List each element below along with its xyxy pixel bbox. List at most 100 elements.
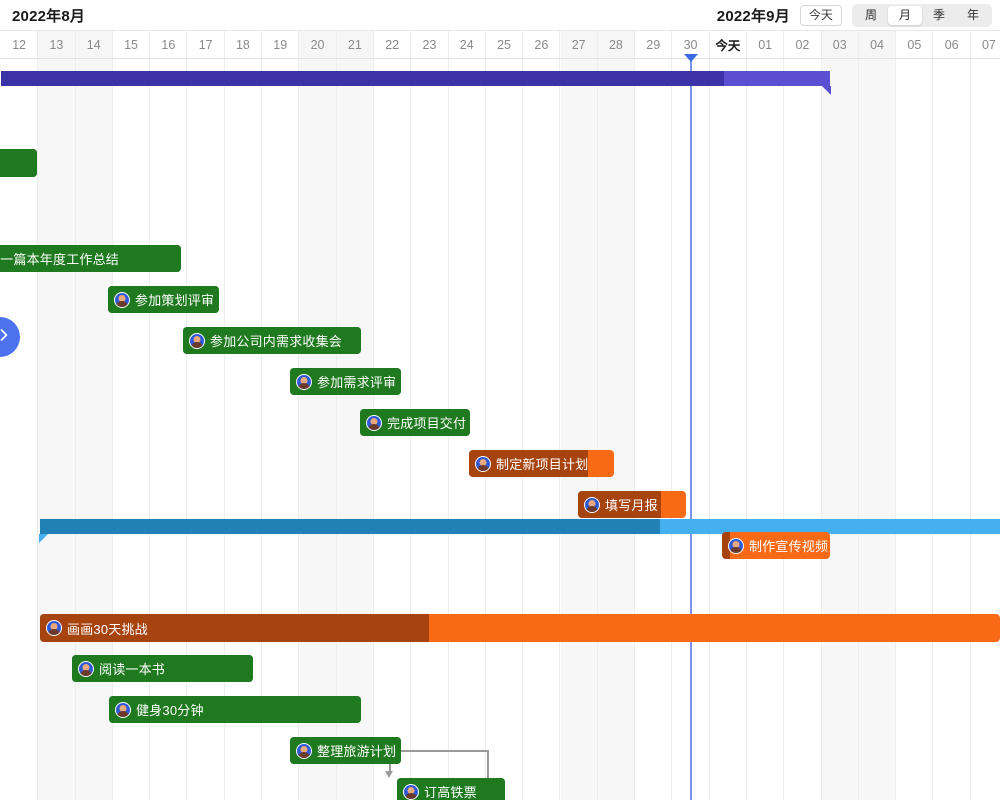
task-bar-content: 写一篇本年度工作总结 — [0, 249, 129, 268]
grid-column — [971, 59, 1000, 800]
date-header-cell[interactable]: 03 — [821, 31, 859, 58]
date-header-cell[interactable]: 25 — [486, 31, 524, 58]
task-fitness-30min[interactable]: 健身30分钟 — [109, 696, 361, 723]
grid-column — [934, 59, 971, 800]
avatar — [46, 620, 62, 636]
avatar — [296, 373, 312, 390]
grid-column — [747, 59, 785, 800]
task-planning-review[interactable]: 参加策划评审 — [108, 286, 219, 313]
avatar — [78, 660, 94, 677]
grid-column — [896, 59, 934, 800]
task-bar-content: 填写月报 — [578, 495, 668, 514]
date-header-cell[interactable]: 27 — [560, 31, 598, 58]
date-header-cell[interactable]: 15 — [113, 31, 151, 58]
view-scale-0[interactable]: 周 — [864, 7, 877, 22]
task-progress-fill — [40, 614, 429, 642]
task-bar-content: 制作宣传视频 — [722, 536, 830, 555]
avatar — [403, 783, 419, 800]
date-header-cell[interactable]: 05 — [896, 31, 934, 58]
task-travel-plan[interactable]: 整理旅游计划 — [290, 737, 401, 764]
task-progress-fill — [72, 655, 253, 682]
date-header-cell[interactable]: 12 — [1, 31, 39, 58]
date-header-cell[interactable]: 13 — [38, 31, 76, 58]
expand-sidebar-button[interactable] — [0, 317, 20, 357]
date-header-cell[interactable]: 17 — [188, 31, 225, 58]
avatar — [366, 414, 382, 431]
task-promo-video[interactable]: 制作宣传视频 — [722, 532, 830, 559]
date-header-today[interactable]: 今天 — [710, 31, 747, 58]
chevron-right-icon — [0, 328, 11, 347]
avatar — [115, 701, 131, 718]
grid-column — [597, 59, 636, 800]
task-label: 制作宣传视频 — [749, 539, 829, 554]
task-drawing-challenge[interactable]: 画画30天挑战 — [40, 614, 1000, 642]
task-annual-summary[interactable]: 写一篇本年度工作总结 — [0, 245, 181, 272]
task-label: 填写月报 — [605, 498, 658, 513]
task-requirements-meeting[interactable]: 参加公司内需求收集会 — [183, 327, 361, 354]
grid-column — [486, 59, 524, 800]
task-bar-content: 健身30分钟 — [109, 700, 214, 719]
date-header-cell[interactable]: 26 — [523, 31, 561, 58]
view-scale-2[interactable]: 季 — [932, 7, 945, 22]
task-bar-content: 制定新项目计划 — [469, 454, 598, 473]
task-requirements-review[interactable]: 参加需求评审 — [290, 368, 401, 395]
date-header-cell[interactable]: 01 — [747, 31, 785, 58]
task-label: 制定新项目计划 — [496, 457, 589, 472]
date-header-cell[interactable]: 06 — [934, 31, 971, 58]
task-label: 写一篇本年度工作总结 — [0, 252, 120, 267]
task-label: 参加需求评审 — [317, 375, 397, 390]
date-header-cell[interactable]: 28 — [597, 31, 636, 58]
grid-column — [113, 59, 151, 800]
task-bar-content: 整理旅游计划 — [290, 741, 401, 760]
date-header-cell[interactable]: 30 — [672, 31, 710, 58]
date-header-cell[interactable]: 14 — [75, 31, 113, 58]
task-bar-content: 订高铁票 — [397, 782, 487, 800]
avatar — [189, 332, 205, 349]
summary-bar-progress — [1, 71, 724, 86]
date-header-cell[interactable]: 21 — [336, 31, 374, 58]
avatar — [475, 455, 491, 472]
task-progress-fill — [397, 778, 505, 800]
task-new-project-plan[interactable]: 制定新项目计划 — [469, 450, 614, 477]
grid-column — [150, 59, 188, 800]
summary-bar[interactable] — [39, 519, 1000, 543]
grid-column — [1, 59, 39, 800]
task-label: 参加策划评审 — [135, 293, 215, 308]
date-header-cell[interactable]: 22 — [374, 31, 412, 58]
task-project-delivery[interactable]: 完成项目交付 — [360, 409, 470, 436]
task-progress-fill — [109, 696, 361, 723]
grid-column — [784, 59, 822, 800]
summary-bar[interactable] — [1, 71, 831, 95]
grid-column — [188, 59, 225, 800]
today-button[interactable]: 今天 — [799, 4, 842, 26]
date-header-cell[interactable]: 07 — [971, 31, 1000, 58]
view-scale-3[interactable]: 年 — [966, 7, 979, 22]
task-bar-content: 参加策划评审 — [108, 290, 219, 309]
grid-column — [672, 59, 710, 800]
date-header-cell[interactable]: 29 — [635, 31, 673, 58]
view-scale-1[interactable]: 月 — [887, 5, 922, 25]
avatar — [114, 291, 130, 308]
date-header-cell[interactable]: 16 — [150, 31, 188, 58]
summary-bar-tail-right — [822, 86, 831, 95]
date-header-cell[interactable]: 24 — [449, 31, 486, 58]
date-header-cell[interactable]: 04 — [858, 31, 897, 58]
task-book-train-ticket[interactable]: 订高铁票 — [397, 778, 505, 800]
task-bar-content: 完成项目交付 — [360, 413, 470, 432]
date-header-cell[interactable]: 19 — [262, 31, 300, 58]
toolbar: 2022年8月 2022年9月 今天 周月季 年 — [0, 0, 1000, 31]
task-read-a-book[interactable]: 阅读一本书 — [72, 655, 253, 682]
task-clipped-top[interactable] — [0, 149, 37, 177]
grid-column — [560, 59, 598, 800]
task-label: 画画30天挑战 — [67, 621, 148, 637]
grid-column — [225, 59, 263, 800]
month-label-right: 2022年9月 — [716, 7, 790, 25]
date-header-cell[interactable]: 18 — [225, 31, 263, 58]
date-header-cell[interactable]: 20 — [299, 31, 337, 58]
avatar — [584, 496, 600, 513]
grid-column — [821, 59, 859, 800]
task-monthly-report[interactable]: 填写月报 — [578, 491, 686, 518]
date-header-cell[interactable]: 02 — [784, 31, 822, 58]
date-header-cell[interactable]: 23 — [411, 31, 449, 58]
grid-column — [449, 59, 486, 800]
